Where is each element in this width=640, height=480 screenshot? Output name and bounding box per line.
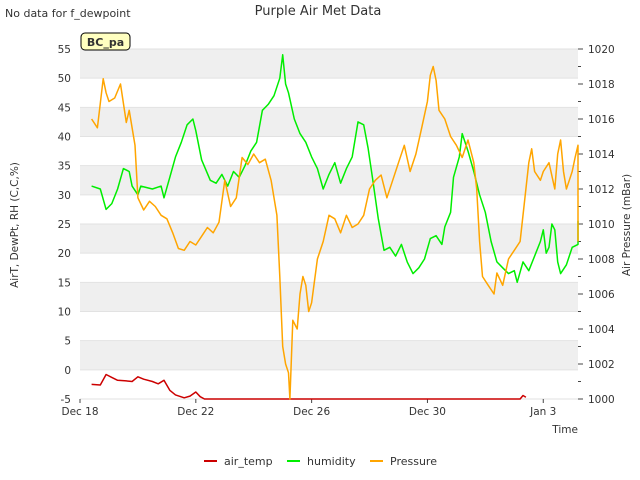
background-band [80,340,578,370]
y-tick-label-left: 45 [58,102,71,114]
station-badge-label: BC_pa [87,36,124,49]
y-tick-label-right: 1012 [588,184,615,196]
y-tick-label-left: 15 [58,277,71,289]
y-tick-label-right: 1018 [588,79,615,91]
legend-label-air-temp: air_temp [224,455,273,468]
x-tick-label: Dec 26 [293,406,330,418]
station-badge: BC_pa [80,32,131,51]
x-tick-label: Dec 18 [61,406,98,418]
chart-title: Purple Air Met Data [255,4,382,19]
y-tick-label-right: 1008 [588,254,615,266]
legend: air_temp humidity Pressure [204,455,437,468]
plot-background [80,48,578,400]
right-y-axis: 1000 1002 1004 1006 1008 1010 1012 1014 1016 1018… [578,44,615,406]
series-line-humidity [91,54,579,284]
y-tick-label-right: 1014 [588,149,615,161]
background-band [80,165,578,195]
x-axis-label: Time [551,424,578,436]
x-tick-label: Jan 3 [529,406,556,418]
legend-label-pressure: Pressure [390,455,437,468]
y-axis-label-right: Air Pressure (mBar) [621,174,633,276]
y-tick-label-right: 1002 [588,359,615,371]
no-data-note: No data for f_dewpoint [5,7,131,20]
series-lines [90,54,579,400]
background-band [80,224,578,254]
x-tick-label: Dec 30 [409,406,446,418]
legend-label-humidity: humidity [307,455,356,468]
y-tick-label-left: 5 [64,336,71,348]
y-tick-label-right: 1006 [588,289,615,301]
y-tick-label-right: 1020 [588,44,615,56]
y-tick-label-right: 1000 [588,394,615,406]
background-band [80,282,578,312]
y-tick-label-left: 35 [58,161,71,173]
y-tick-label-left: 40 [58,132,71,144]
y-tick-label-left: -5 [61,394,71,406]
y-axis-label-left: AirT, DewPt, RH (C,C,%) [9,162,21,288]
y-tick-label-right: 1010 [588,219,615,231]
y-tick-label-left: 25 [58,219,71,231]
series-line-pressure [90,65,579,400]
background-band [80,49,578,79]
background-band [80,107,578,137]
y-tick-label-left: 0 [64,365,71,377]
y-tick-label-left: 30 [58,190,71,202]
left-y-axis: -5 0 5 10 15 20 25 30 35 40 45 50 55 [58,44,71,406]
y-tick-label-right: 1004 [588,324,615,336]
y-tick-label-left: 10 [58,307,71,319]
x-axis: Dec 18 Dec 22 Dec 26 Dec 30 Jan 3 [61,399,556,418]
y-tick-label-left: 20 [58,248,71,260]
x-tick-label: Dec 22 [177,406,214,418]
series-line-air-temp [91,373,527,400]
y-tick-label-left: 55 [58,44,71,56]
station-badge-box [80,32,131,51]
y-tick-label-right: 1016 [588,114,615,126]
y-tick-label-left: 50 [58,73,71,85]
